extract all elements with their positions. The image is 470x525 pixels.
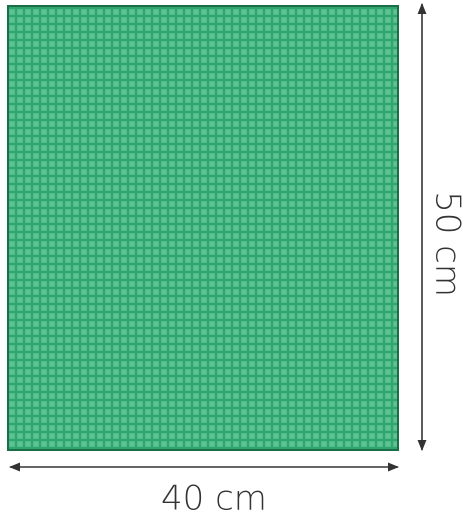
width-label: 40 cm — [161, 479, 267, 519]
height-label: 50 cm — [428, 191, 468, 297]
green-mat — [7, 5, 399, 451]
